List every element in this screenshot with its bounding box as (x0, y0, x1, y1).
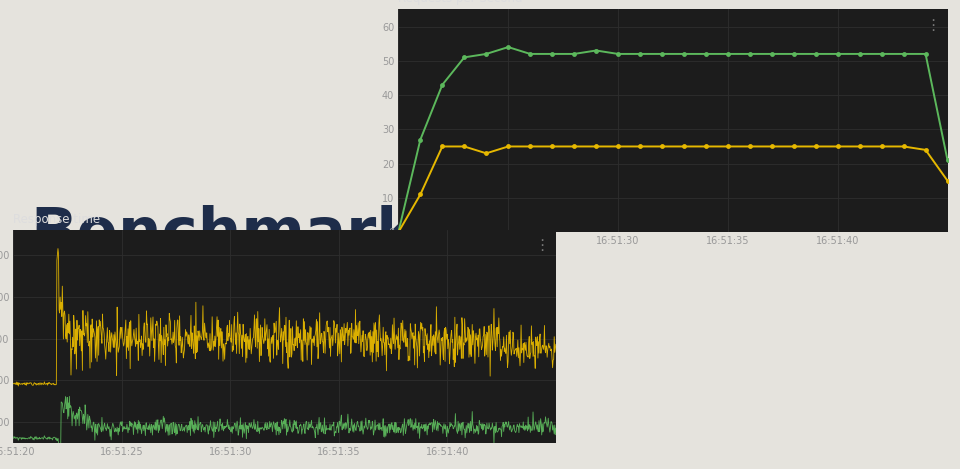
Text: Requests per Second: Requests per Second (398, 0, 523, 6)
Text: Benchmarks: Benchmarks (31, 205, 454, 264)
Text: ⋮: ⋮ (534, 238, 549, 253)
Text: Response time: Response time (13, 213, 101, 226)
Text: ⋮: ⋮ (925, 18, 941, 33)
Legend: Sulu 3.0, Sulu 2.6: Sulu 3.0, Sulu 2.6 (19, 466, 193, 469)
